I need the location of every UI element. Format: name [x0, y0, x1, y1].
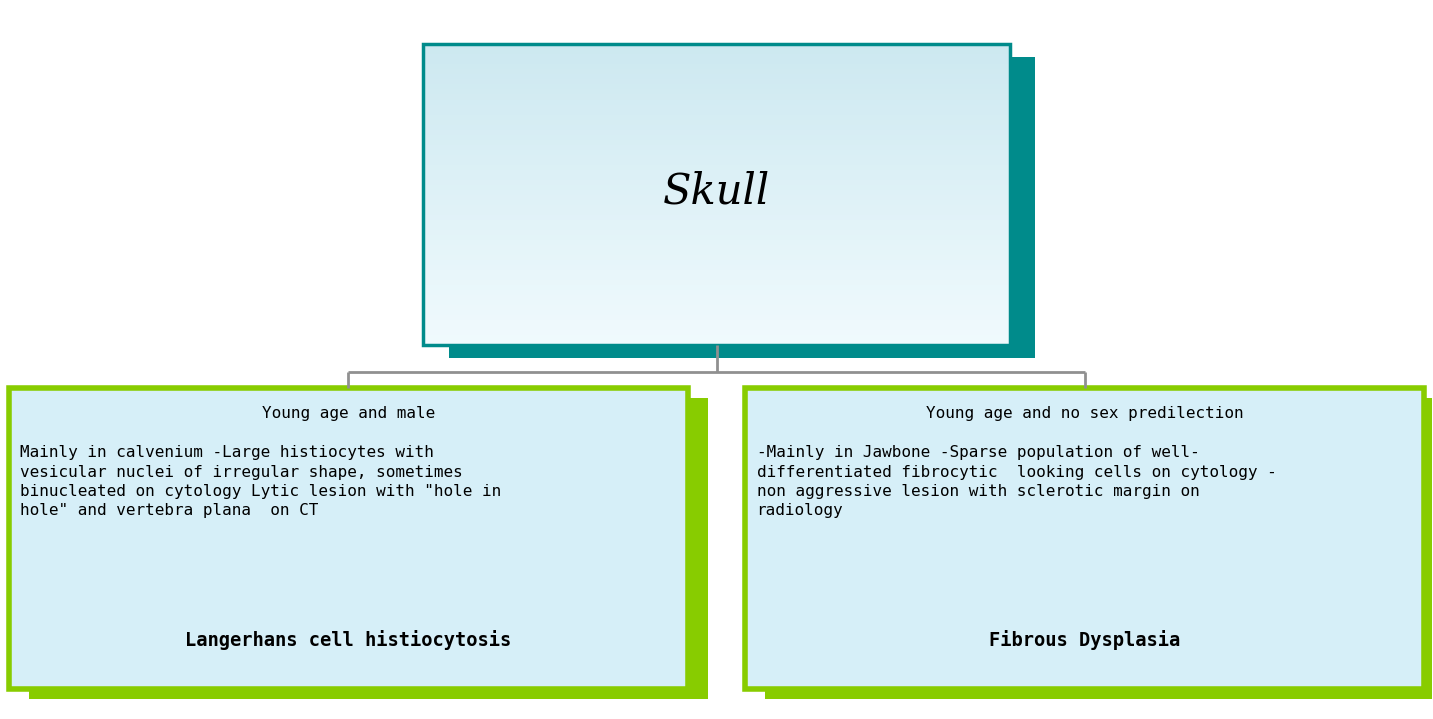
FancyBboxPatch shape — [423, 274, 1010, 280]
FancyBboxPatch shape — [423, 119, 1010, 124]
FancyBboxPatch shape — [423, 219, 1010, 225]
FancyBboxPatch shape — [423, 269, 1010, 275]
FancyBboxPatch shape — [423, 224, 1010, 230]
FancyBboxPatch shape — [423, 99, 1010, 104]
FancyBboxPatch shape — [423, 299, 1010, 305]
FancyBboxPatch shape — [423, 109, 1010, 114]
FancyBboxPatch shape — [423, 255, 1010, 260]
FancyBboxPatch shape — [423, 244, 1010, 250]
FancyBboxPatch shape — [423, 59, 1010, 65]
FancyBboxPatch shape — [423, 114, 1010, 119]
FancyBboxPatch shape — [423, 159, 1010, 165]
FancyBboxPatch shape — [423, 88, 1010, 94]
FancyBboxPatch shape — [423, 309, 1010, 315]
FancyBboxPatch shape — [423, 304, 1010, 310]
FancyBboxPatch shape — [423, 149, 1010, 155]
FancyBboxPatch shape — [423, 49, 1010, 55]
FancyBboxPatch shape — [423, 294, 1010, 300]
FancyBboxPatch shape — [423, 144, 1010, 150]
FancyBboxPatch shape — [423, 334, 1010, 340]
FancyBboxPatch shape — [423, 249, 1010, 255]
FancyBboxPatch shape — [423, 44, 1010, 50]
FancyBboxPatch shape — [449, 58, 1036, 358]
FancyBboxPatch shape — [423, 134, 1010, 139]
FancyBboxPatch shape — [423, 284, 1010, 290]
FancyBboxPatch shape — [29, 398, 708, 699]
FancyBboxPatch shape — [423, 265, 1010, 270]
FancyBboxPatch shape — [423, 314, 1010, 320]
FancyBboxPatch shape — [423, 154, 1010, 160]
FancyBboxPatch shape — [423, 64, 1010, 70]
FancyBboxPatch shape — [9, 388, 688, 689]
Text: -Mainly in Jawbone -Sparse population of well-
differentiated fibrocytic  lookin: -Mainly in Jawbone -Sparse population of… — [757, 446, 1277, 518]
FancyBboxPatch shape — [423, 139, 1010, 145]
Text: Young age and no sex predilection: Young age and no sex predilection — [926, 406, 1244, 421]
FancyBboxPatch shape — [423, 339, 1010, 345]
FancyBboxPatch shape — [423, 79, 1010, 84]
Text: Mainly in calvenium -Large histiocytes with
vesicular nuclei of irregular shape,: Mainly in calvenium -Large histiocytes w… — [20, 446, 502, 518]
FancyBboxPatch shape — [423, 289, 1010, 295]
FancyBboxPatch shape — [423, 234, 1010, 240]
FancyBboxPatch shape — [423, 324, 1010, 330]
FancyBboxPatch shape — [423, 93, 1010, 99]
FancyBboxPatch shape — [423, 260, 1010, 265]
Text: Young age and male: Young age and male — [262, 406, 434, 421]
FancyBboxPatch shape — [423, 174, 1010, 180]
FancyBboxPatch shape — [423, 209, 1010, 215]
Text: Langerhans cell histiocytosis: Langerhans cell histiocytosis — [185, 630, 512, 649]
FancyBboxPatch shape — [745, 388, 1424, 689]
FancyBboxPatch shape — [423, 74, 1010, 80]
FancyBboxPatch shape — [423, 239, 1010, 245]
FancyBboxPatch shape — [423, 199, 1010, 205]
FancyBboxPatch shape — [765, 398, 1433, 699]
FancyBboxPatch shape — [423, 69, 1010, 75]
FancyBboxPatch shape — [423, 214, 1010, 220]
FancyBboxPatch shape — [423, 319, 1010, 325]
FancyBboxPatch shape — [423, 329, 1010, 335]
FancyBboxPatch shape — [423, 194, 1010, 200]
Text: Skull: Skull — [663, 170, 770, 212]
FancyBboxPatch shape — [423, 104, 1010, 109]
FancyBboxPatch shape — [423, 229, 1010, 235]
FancyBboxPatch shape — [423, 179, 1010, 185]
FancyBboxPatch shape — [423, 54, 1010, 60]
FancyBboxPatch shape — [423, 184, 1010, 190]
FancyBboxPatch shape — [423, 279, 1010, 285]
FancyBboxPatch shape — [423, 189, 1010, 195]
FancyBboxPatch shape — [423, 164, 1010, 170]
FancyBboxPatch shape — [423, 124, 1010, 129]
Text: Fibrous Dysplasia: Fibrous Dysplasia — [989, 630, 1181, 649]
FancyBboxPatch shape — [423, 204, 1010, 210]
FancyBboxPatch shape — [423, 129, 1010, 134]
FancyBboxPatch shape — [423, 169, 1010, 175]
FancyBboxPatch shape — [423, 83, 1010, 89]
